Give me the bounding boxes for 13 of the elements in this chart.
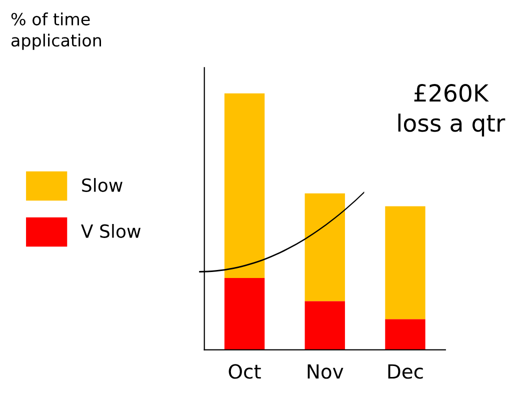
legend-label: Slow [82, 178, 122, 192]
bar [304, 301, 345, 350]
bar [304, 193, 345, 302]
annotation: £260K loss a qtr [398, 84, 506, 136]
bar [224, 93, 265, 278]
legend-label: V Slow [81, 224, 141, 238]
x-tick-label: Dec [388, 364, 423, 379]
bar [224, 278, 265, 350]
x-tick-label: Nov [308, 364, 344, 379]
bar [385, 206, 426, 320]
bar [385, 319, 426, 350]
text: % of time application [11, 12, 101, 50]
x-tick-label: Oct [228, 364, 261, 379]
